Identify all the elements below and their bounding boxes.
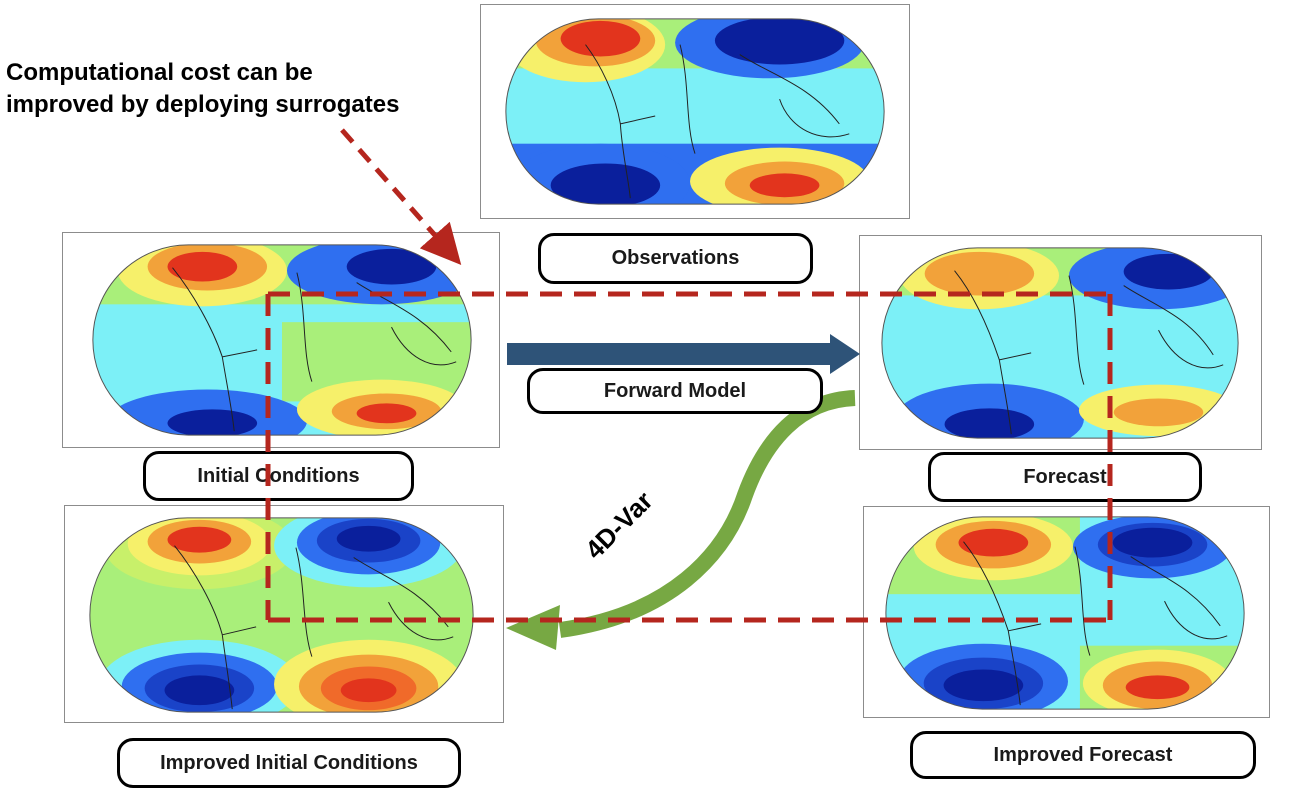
initial-conditions-map-panel (62, 232, 500, 448)
initial-conditions-map (92, 244, 472, 436)
surrogate-annotation: Computational cost can be improved by de… (6, 57, 399, 121)
annotation-line-2: improved by deploying surrogates (6, 91, 400, 118)
improved-initial-conditions-map-panel (64, 505, 504, 723)
forecast-label: Forecast (928, 452, 1202, 502)
observations-label: Observations (538, 233, 813, 284)
observations-map (505, 18, 885, 205)
forward-model-label: Forward Model (527, 368, 823, 414)
improved-initial-conditions-label: Improved Initial Conditions (117, 738, 461, 788)
improved-forecast-map-panel (863, 506, 1270, 718)
improved-forecast-label: Improved Forecast (910, 731, 1256, 779)
fourdvar-arrow (506, 390, 856, 650)
forward-model-arrow (507, 334, 860, 374)
initial-conditions-label: Initial Conditions (143, 451, 414, 501)
forecast-map (881, 247, 1239, 439)
annotation-arrow (340, 128, 462, 265)
annotation-line-1: Computational cost can be (6, 59, 313, 86)
improved-forecast-map (885, 516, 1245, 710)
improved-initial-conditions-map (89, 517, 474, 713)
observations-map-panel (480, 4, 910, 219)
forecast-map-panel (859, 235, 1262, 450)
